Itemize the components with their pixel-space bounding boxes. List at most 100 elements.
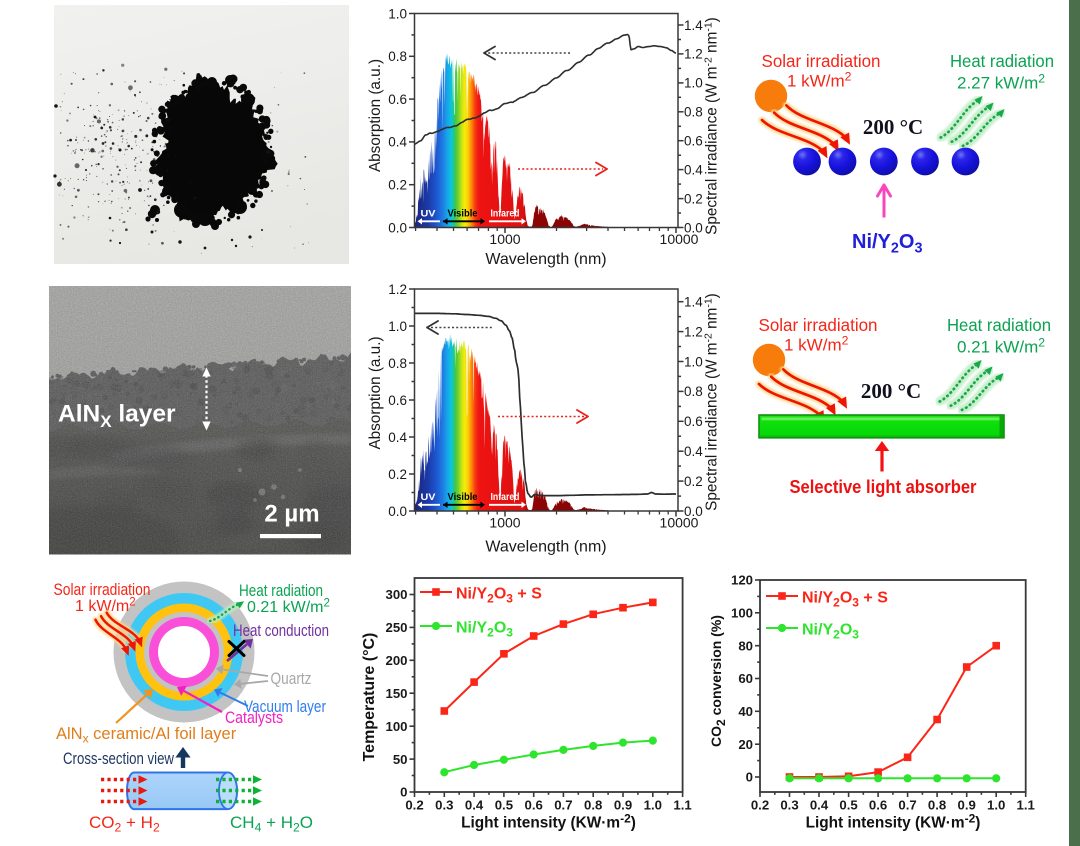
svg-text:0.21 kW/m2: 0.21 kW/m2 xyxy=(957,336,1045,357)
svg-text:2 µm: 2 µm xyxy=(264,501,319,528)
svg-text:0.2: 0.2 xyxy=(388,467,407,482)
svg-text:1.0: 1.0 xyxy=(388,319,407,334)
svg-text:200 °C: 200 °C xyxy=(861,379,921,403)
svg-text:Heat radiation: Heat radiation xyxy=(947,315,1051,335)
svg-text:120: 120 xyxy=(731,573,753,588)
svg-text:Cross-section view: Cross-section view xyxy=(63,750,174,768)
svg-text:Visible: Visible xyxy=(448,209,478,220)
svg-text:0.9: 0.9 xyxy=(614,798,632,813)
svg-text:0.0: 0.0 xyxy=(684,504,703,519)
svg-text:1.0: 1.0 xyxy=(684,354,703,369)
svg-text:1000: 1000 xyxy=(489,515,520,531)
svg-text:1 kW/m2: 1 kW/m2 xyxy=(784,334,849,355)
svg-text:200 °C: 200 °C xyxy=(863,115,923,139)
svg-text:0.3: 0.3 xyxy=(780,798,798,813)
svg-text:Ni/Y2O3: Ni/Y2O3 xyxy=(852,231,923,256)
svg-text:0.4: 0.4 xyxy=(388,430,407,445)
svg-text:0.8: 0.8 xyxy=(388,356,407,371)
svg-text:200: 200 xyxy=(385,653,407,668)
svg-text:0.0: 0.0 xyxy=(684,220,703,235)
svg-text:CO2 conversion (%): CO2 conversion (%) xyxy=(708,615,728,747)
svg-text:1.0: 1.0 xyxy=(644,798,662,813)
svg-text:250: 250 xyxy=(385,620,407,635)
svg-text:AlNx ceramic/Al foil layer: AlNx ceramic/Al foil layer xyxy=(56,725,237,746)
svg-text:0.2: 0.2 xyxy=(405,798,423,813)
svg-text:10000: 10000 xyxy=(660,231,699,247)
svg-text:Infared: Infared xyxy=(491,209,520,220)
svg-text:Visible: Visible xyxy=(448,492,478,503)
svg-text:0: 0 xyxy=(400,785,407,800)
svg-text:Ni/Y2O3: Ni/Y2O3 xyxy=(456,620,513,640)
svg-text:0.0: 0.0 xyxy=(388,504,407,519)
svg-text:40: 40 xyxy=(738,704,753,719)
svg-text:0.6: 0.6 xyxy=(388,92,407,107)
svg-text:50: 50 xyxy=(393,752,408,767)
svg-text:0.2: 0.2 xyxy=(751,798,769,813)
svg-text:0.6: 0.6 xyxy=(388,393,407,408)
svg-text:300: 300 xyxy=(385,587,407,602)
svg-text:0.6: 0.6 xyxy=(869,798,887,813)
svg-text:0.2: 0.2 xyxy=(388,178,407,193)
svg-text:Heat conduction: Heat conduction xyxy=(233,622,329,640)
svg-text:Infared: Infared xyxy=(491,492,520,503)
svg-text:100: 100 xyxy=(385,719,407,734)
svg-text:Vacuum layer: Vacuum layer xyxy=(244,698,326,716)
svg-text:1.0: 1.0 xyxy=(684,76,703,91)
svg-text:0.7: 0.7 xyxy=(554,798,572,813)
svg-text:0.4: 0.4 xyxy=(388,135,407,150)
svg-text:1000: 1000 xyxy=(489,231,520,247)
svg-text:100: 100 xyxy=(731,606,753,621)
svg-text:Selective light absorber: Selective light absorber xyxy=(790,476,977,497)
svg-text:80: 80 xyxy=(738,638,753,653)
svg-text:1.4: 1.4 xyxy=(684,18,703,33)
svg-text:0: 0 xyxy=(746,770,753,785)
svg-text:Ni/Y2O3: Ni/Y2O3 xyxy=(802,622,859,642)
svg-text:0.4: 0.4 xyxy=(684,162,703,177)
svg-text:CH4 + H2O: CH4 + H2O xyxy=(230,813,313,835)
svg-text:Temperature (°C): Temperature (°C) xyxy=(361,633,378,762)
svg-text:0.8: 0.8 xyxy=(684,384,703,399)
svg-text:Catalysts: Catalysts xyxy=(225,708,283,727)
svg-text:0.4: 0.4 xyxy=(810,798,829,813)
svg-text:AlNX layer: AlNX layer xyxy=(58,401,176,432)
svg-text:Solar irradiation: Solar irradiation xyxy=(762,51,881,71)
svg-text:Wavelength (nm): Wavelength (nm) xyxy=(485,251,606,268)
svg-text:0.6: 0.6 xyxy=(684,414,703,429)
svg-text:Solar irradiation: Solar irradiation xyxy=(759,315,878,335)
svg-text:150: 150 xyxy=(385,686,407,701)
svg-text:1.1: 1.1 xyxy=(673,798,691,813)
svg-text:10000: 10000 xyxy=(660,515,699,531)
svg-text:Ni/Y2O3 + S: Ni/Y2O3 + S xyxy=(802,590,888,610)
svg-text:0.0: 0.0 xyxy=(388,220,407,235)
svg-text:0.3: 0.3 xyxy=(435,798,453,813)
svg-text:Solar irradiation: Solar irradiation xyxy=(54,581,151,599)
svg-text:1.0: 1.0 xyxy=(987,798,1005,813)
svg-text:0.8: 0.8 xyxy=(928,798,946,813)
svg-text:0.4: 0.4 xyxy=(684,444,703,459)
svg-text:1.2: 1.2 xyxy=(388,282,407,297)
svg-text:CO2 + H2: CO2 + H2 xyxy=(89,813,160,835)
svg-text:1 kW/m2: 1 kW/m2 xyxy=(787,70,852,91)
svg-text:Absorption (a.u.): Absorption (a.u.) xyxy=(367,59,384,172)
svg-text:20: 20 xyxy=(738,737,753,752)
svg-text:0.8: 0.8 xyxy=(388,49,407,64)
svg-text:60: 60 xyxy=(738,671,753,686)
svg-text:0.8: 0.8 xyxy=(584,798,602,813)
svg-text:0.5: 0.5 xyxy=(839,798,857,813)
svg-text:Heat radiation: Heat radiation xyxy=(239,582,323,600)
svg-text:1.0: 1.0 xyxy=(388,6,407,21)
svg-text:Quartz: Quartz xyxy=(271,670,312,688)
svg-text:1.2: 1.2 xyxy=(684,324,703,339)
svg-text:0.7: 0.7 xyxy=(898,798,916,813)
svg-text:0.8: 0.8 xyxy=(684,105,703,120)
svg-text:0.2: 0.2 xyxy=(684,474,703,489)
svg-text:0.5: 0.5 xyxy=(495,798,513,813)
svg-text:UV: UV xyxy=(421,492,437,503)
svg-text:1.1: 1.1 xyxy=(1017,798,1035,813)
svg-text:0.6: 0.6 xyxy=(684,134,703,149)
svg-text:2.27 kW/m2: 2.27 kW/m2 xyxy=(957,72,1045,93)
svg-text:0.4: 0.4 xyxy=(465,798,484,813)
svg-text:0.2: 0.2 xyxy=(684,191,703,206)
svg-text:Spectral irradiance (W m-2 nm-: Spectral irradiance (W m-2 nm-1) xyxy=(703,293,721,511)
svg-text:Spectral irradiance (W m-2 nm-: Spectral irradiance (W m-2 nm-1) xyxy=(703,17,721,235)
